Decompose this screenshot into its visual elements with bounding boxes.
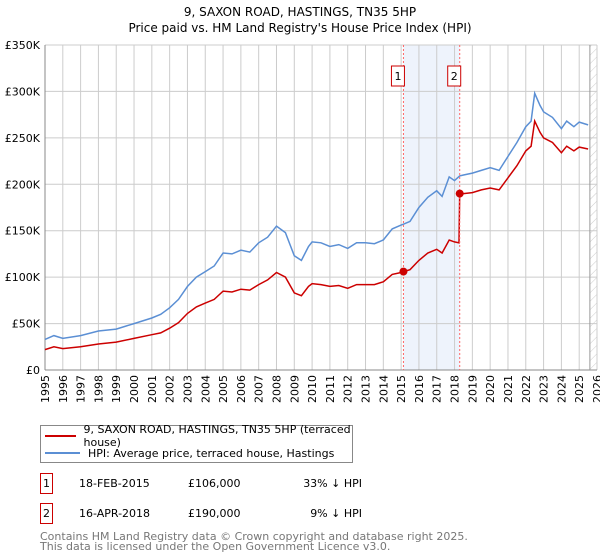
x-tick-label: 2016 xyxy=(413,375,426,403)
y-tick-label: £100K xyxy=(5,271,41,284)
forecast-hatch xyxy=(589,45,597,370)
x-tick-label: 1998 xyxy=(92,375,105,403)
sale-row: 2 16-APR-2018 £190,000 9% ↓ HPI xyxy=(40,502,362,524)
legend: 9, SAXON ROAD, HASTINGS, TN35 5HP (terra… xyxy=(40,423,353,463)
x-tick-label: 2010 xyxy=(306,375,319,403)
legend-swatch-blue xyxy=(45,452,80,454)
footer: Contains HM Land Registry data © Crown c… xyxy=(40,530,468,553)
sale-point xyxy=(399,267,408,276)
x-tick-label: 2009 xyxy=(288,375,301,403)
x-tick-label: 2017 xyxy=(431,375,444,403)
legend-label: HPI: Average price, terraced house, Hast… xyxy=(88,446,335,460)
sale-hpi-diff: 9% ↓ HPI xyxy=(310,506,362,520)
x-tick-label: 2018 xyxy=(449,375,462,403)
x-tick-label: 2008 xyxy=(270,375,283,403)
footer-line: Contains HM Land Registry data © Crown c… xyxy=(40,530,468,543)
y-tick-label: £50K xyxy=(12,318,41,331)
x-tick-label: 2004 xyxy=(199,375,212,403)
sale-price: £190,000 xyxy=(188,506,241,520)
chart-subtitle: Price paid vs. HM Land Registry's House … xyxy=(128,21,471,35)
sale-row: 1 18-FEB-2015 £106,000 33% ↓ HPI xyxy=(40,472,362,494)
legend-item-property: 9, SAXON ROAD, HASTINGS, TN35 5HP (terra… xyxy=(45,423,352,449)
x-tick-label: 2014 xyxy=(377,375,390,403)
sale-badge-box xyxy=(447,65,462,87)
x-tick-label: 2013 xyxy=(360,375,373,403)
x-tick-label: 1997 xyxy=(75,375,88,403)
sale-marker-badge: 2 xyxy=(40,502,53,524)
x-tick-label: 2026 xyxy=(591,375,600,403)
sale-price: £106,000 xyxy=(188,476,241,490)
x-tick-label: 2020 xyxy=(484,375,497,403)
sale-badge-box xyxy=(390,65,405,87)
x-tick-label: 1996 xyxy=(57,375,70,403)
legend-label: 9, SAXON ROAD, HASTINGS, TN35 5HP (terra… xyxy=(83,423,351,449)
price-paid-line xyxy=(44,118,589,351)
x-tick-label: 2011 xyxy=(324,375,337,403)
x-tick-label: 2003 xyxy=(181,375,194,403)
sale-period-shade xyxy=(403,45,460,370)
sale-date: 18-FEB-2015 xyxy=(79,476,150,490)
sale-hpi-diff: 33% ↓ HPI xyxy=(303,476,362,490)
hpi-line xyxy=(44,90,589,341)
x-tick-label: 2012 xyxy=(342,375,355,403)
legend-item-hpi: HPI: Average price, terraced house, Hast… xyxy=(45,445,334,461)
y-tick-label: £150K xyxy=(5,225,41,238)
x-tick-label: 1995 xyxy=(39,375,52,403)
x-tick-label: 2021 xyxy=(502,375,515,403)
sale-marker-badge: 1 xyxy=(40,472,53,494)
y-tick-label: £250K xyxy=(5,132,41,145)
y-tick-label: £0 xyxy=(26,364,40,377)
x-tick-label: 2024 xyxy=(555,375,568,403)
chart-title: 9, SAXON ROAD, HASTINGS, TN35 5HP xyxy=(184,5,416,19)
y-tick-label: £200K xyxy=(5,178,41,191)
x-tick-label: 2023 xyxy=(538,375,551,403)
legend-swatch-red xyxy=(45,435,76,437)
x-tick-label: 2019 xyxy=(466,375,479,403)
sale-point xyxy=(455,189,464,198)
sale-badge-label: 2 xyxy=(451,70,458,83)
y-tick-label: £300K xyxy=(5,85,41,98)
sale-badge-label: 1 xyxy=(394,70,401,83)
footer-line: This data is licensed under the Open Gov… xyxy=(40,540,391,553)
x-tick-label: 2007 xyxy=(253,375,266,403)
x-tick-label: 1999 xyxy=(110,375,123,403)
x-tick-label: 2000 xyxy=(128,375,141,403)
x-tick-label: 2015 xyxy=(395,375,408,403)
x-tick-label: 2005 xyxy=(217,375,230,403)
x-tick-label: 2006 xyxy=(235,375,248,403)
x-tick-label: 2025 xyxy=(573,375,586,403)
x-tick-label: 2002 xyxy=(164,375,177,403)
y-tick-label: £350K xyxy=(5,39,41,52)
x-tick-label: 2001 xyxy=(146,375,159,403)
price-chart: 9, SAXON ROAD, HASTINGS, TN35 5HP Price … xyxy=(5,5,600,403)
sale-date: 16-APR-2018 xyxy=(79,506,151,520)
x-tick-label: 2022 xyxy=(520,375,533,403)
